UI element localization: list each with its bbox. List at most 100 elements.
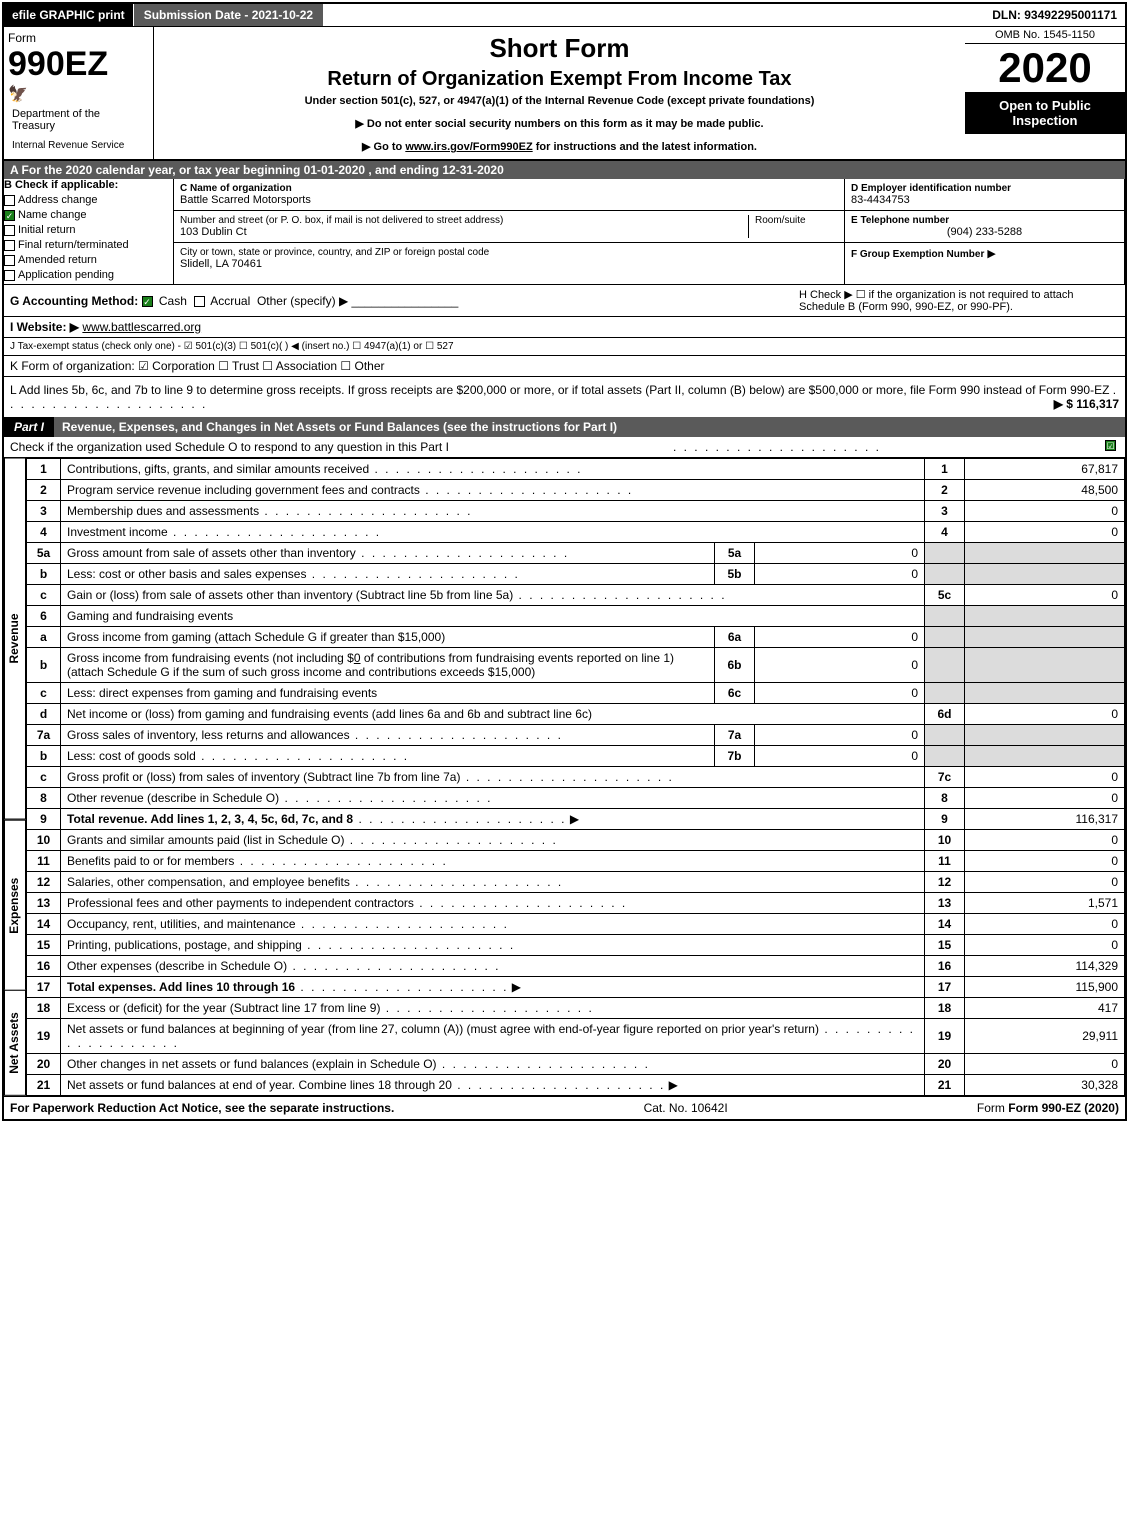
g-other: Other (specify) ▶ (257, 294, 348, 308)
org-box: C Name of organization Battle Scarred Mo… (174, 179, 845, 284)
group-exemption-row: F Group Exemption Number ▶ (845, 243, 1124, 264)
row-5a: 5aGross amount from sale of assets other… (27, 543, 1125, 564)
row-6: 6Gaming and fundraising events (27, 606, 1125, 627)
form-page: efile GRAPHIC print Submission Date - 20… (2, 2, 1127, 1121)
title-return: Return of Organization Exempt From Incom… (164, 68, 955, 91)
efile-print-label[interactable]: efile GRAPHIC print (4, 4, 133, 26)
form-number-cell: Form 990EZ 🦅 Department of the Treasury … (4, 27, 154, 159)
schedo-check[interactable]: ☑ (1105, 440, 1116, 451)
part1-header: Part I Revenue, Expenses, and Changes in… (4, 417, 1125, 437)
check-address-change[interactable]: Address change (4, 194, 173, 206)
g-accrual-check[interactable] (194, 296, 205, 307)
ein-row: D Employer identification number 83-4434… (845, 179, 1124, 211)
g-cash: Cash (159, 294, 187, 308)
footer-mid: Cat. No. 10642I (644, 1101, 728, 1115)
irs-label: Internal Revenue Service (8, 136, 149, 155)
row-10: 10Grants and similar amounts paid (list … (27, 830, 1125, 851)
dots2 (673, 440, 881, 454)
row-6d: dNet income or (loss) from gaming and fu… (27, 704, 1125, 725)
netassets-label: Net Assets (4, 990, 26, 1096)
irs-link[interactable]: www.irs.gov/Form990EZ (405, 141, 532, 153)
title-short-form: Short Form (164, 33, 955, 64)
row-6a: aGross income from gaming (attach Schedu… (27, 627, 1125, 648)
row-6b: bGross income from fundraising events (n… (27, 648, 1125, 683)
website-link[interactable]: www.battlescarred.org (82, 320, 201, 334)
row-20: 20Other changes in net assets or fund ba… (27, 1054, 1125, 1075)
check-name-change[interactable]: ✓Name change (4, 209, 173, 221)
row-9: 9Total revenue. Add lines 1, 2, 3, 4, 5c… (27, 809, 1125, 830)
open-to-public: Open to Public Inspection (965, 92, 1125, 134)
row-13: 13Professional fees and other payments t… (27, 893, 1125, 914)
line-l-text: L Add lines 5b, 6c, and 7b to line 9 to … (10, 383, 1109, 397)
header-grid: Form 990EZ 🦅 Department of the Treasury … (4, 27, 1125, 161)
check-b-label: B Check if applicable: (4, 179, 173, 191)
row-1: 1Contributions, gifts, grants, and simil… (27, 459, 1125, 480)
check-initial-return[interactable]: Initial return (4, 224, 173, 236)
line-l-amount: ▶ $ 116,317 (1054, 397, 1119, 411)
row-11: 11Benefits paid to or for members110 (27, 851, 1125, 872)
row-7b: bLess: cost of goods sold7b0 (27, 746, 1125, 767)
row-17: 17Total expenses. Add lines 10 through 1… (27, 977, 1125, 998)
org-name: Battle Scarred Motorsports (180, 194, 838, 206)
line-g-h: G Accounting Method: ✓ Cash Accrual Othe… (4, 285, 1125, 317)
check-application-pending[interactable]: Application pending (4, 269, 173, 281)
part1-checknote: Check if the organization used Schedule … (4, 437, 1125, 458)
row-8: 8Other revenue (describe in Schedule O)8… (27, 788, 1125, 809)
note2-post: for instructions and the latest informat… (536, 141, 757, 153)
body-grid: Revenue Expenses Net Assets 1Contributio… (4, 458, 1125, 1096)
i-label: I Website: ▶ (10, 320, 79, 334)
footer: For Paperwork Reduction Act Notice, see … (4, 1096, 1125, 1119)
spacer (323, 4, 984, 26)
footer-right: Form Form 990-EZ (2020) (977, 1101, 1119, 1115)
title-undersection: Under section 501(c), 527, or 4947(a)(1)… (164, 95, 955, 107)
row-5c: cGain or (loss) from sale of assets othe… (27, 585, 1125, 606)
part1-tag: Part I (4, 417, 54, 437)
lines-table: 1Contributions, gifts, grants, and simil… (26, 458, 1125, 1096)
check-final-return[interactable]: Final return/terminated (4, 239, 173, 251)
part1-title: Revenue, Expenses, and Changes in Net As… (54, 417, 1125, 437)
line-h: H Check ▶ ☐ if the organization is not r… (799, 288, 1119, 313)
org-street: 103 Dublin Ct (180, 226, 738, 238)
g-cash-check[interactable]: ✓ (142, 296, 153, 307)
vlabels: Revenue Expenses Net Assets (4, 458, 26, 1096)
row-14: 14Occupancy, rent, utilities, and mainte… (27, 914, 1125, 935)
department: Department of the Treasury (8, 104, 149, 136)
city-label: City or town, state or province, country… (180, 247, 838, 258)
seal-icon: 🦅 (8, 84, 149, 104)
line-a: A For the 2020 calendar year, or tax yea… (4, 161, 1125, 179)
title-cell: Short Form Return of Organization Exempt… (154, 27, 965, 159)
row-16: 16Other expenses (describe in Schedule O… (27, 956, 1125, 977)
row-18: 18Excess or (deficit) for the year (Subt… (27, 998, 1125, 1019)
row-3: 3Membership dues and assessments30 (27, 501, 1125, 522)
row-21: 21Net assets or fund balances at end of … (27, 1075, 1125, 1096)
row-6c: cLess: direct expenses from gaming and f… (27, 683, 1125, 704)
dln: DLN: 93492295001171 (984, 4, 1125, 26)
submission-date: Submission Date - 2021-10-22 (133, 4, 323, 26)
ein: 83-4434753 (851, 194, 1118, 206)
g-label: G Accounting Method: (10, 294, 138, 308)
row-12: 12Salaries, other compensation, and empl… (27, 872, 1125, 893)
org-name-row: C Name of organization Battle Scarred Mo… (174, 179, 844, 211)
omb-number: OMB No. 1545-1150 (965, 27, 1125, 44)
row-7c: cGross profit or (loss) from sales of in… (27, 767, 1125, 788)
room-label: Room/suite (755, 215, 838, 226)
phone: (904) 233-5288 (851, 226, 1118, 238)
org-city-row: City or town, state or province, country… (174, 243, 844, 274)
line-g: G Accounting Method: ✓ Cash Accrual Othe… (10, 294, 458, 308)
top-bar: efile GRAPHIC print Submission Date - 20… (4, 4, 1125, 27)
footer-left: For Paperwork Reduction Act Notice, see … (10, 1101, 394, 1115)
c-label: C Name of organization (180, 183, 838, 194)
org-street-row: Number and street (or P. O. box, if mail… (174, 211, 844, 243)
line-k: K Form of organization: ☑ Corporation ☐ … (4, 356, 1125, 377)
line-l: L Add lines 5b, 6c, and 7b to line 9 to … (4, 377, 1125, 417)
form-number: 990EZ (8, 45, 149, 84)
row-15: 15Printing, publications, postage, and s… (27, 935, 1125, 956)
note-ssn: ▶ Do not enter social security numbers o… (164, 117, 955, 130)
f-arrow: ▶ (987, 248, 995, 260)
revenue-label: Revenue (4, 458, 26, 820)
line-j: J Tax-exempt status (check only one) - ☑… (4, 338, 1125, 356)
row-4: 4Investment income40 (27, 522, 1125, 543)
g-line: ________________ (352, 294, 459, 308)
check-amended-return[interactable]: Amended return (4, 254, 173, 266)
phone-row: E Telephone number (904) 233-5288 (845, 211, 1124, 243)
